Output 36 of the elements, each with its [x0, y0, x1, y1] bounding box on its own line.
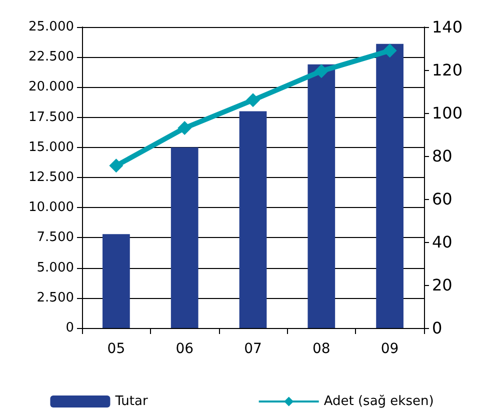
y2-tick-label: 40	[432, 232, 452, 252]
legend-label: Tutar	[114, 394, 148, 409]
y2-tick-label: 100	[432, 104, 463, 122]
x-tick-label: 05	[107, 341, 126, 357]
y-tick-label: 2.500	[36, 290, 74, 306]
x-tick-label: 06	[176, 341, 194, 357]
bar	[239, 111, 267, 328]
y2-tick-label: 140	[432, 18, 463, 36]
bar	[308, 64, 336, 328]
y-tick-label: 25.000	[28, 20, 74, 34]
x-tick-label: 09	[380, 341, 399, 357]
point	[246, 93, 260, 108]
bar	[170, 147, 198, 328]
x-tick-label: 07	[244, 341, 262, 357]
bar	[102, 234, 130, 328]
y-tick-label: 20.000	[28, 80, 74, 95]
y2-tick-label: 0	[432, 318, 442, 338]
y-tick-label: 0	[66, 320, 74, 336]
y2-tick-label: 80	[432, 146, 452, 166]
y2-tick-label: 60	[432, 190, 452, 208]
y2-tick-label: 20	[432, 276, 452, 294]
point	[178, 121, 192, 136]
point	[314, 64, 328, 78]
legend-label: Adet (sağ eksen)	[324, 394, 434, 409]
y-tick-label: 12.500	[28, 170, 74, 185]
bar	[376, 44, 404, 328]
y-tick-label: 7.500	[36, 230, 74, 246]
y-tick-label: 17.500	[28, 110, 74, 125]
y-tick-label: 10.000	[28, 200, 74, 216]
x-tick-label: 08	[312, 341, 330, 357]
y2-tick-label: 120	[432, 60, 463, 80]
point	[382, 44, 397, 58]
y-tick-label: 22.500	[28, 50, 74, 65]
y-tick-label: 5.000	[36, 260, 74, 276]
point	[109, 158, 124, 173]
y-tick-label: 15.000	[28, 140, 74, 155]
